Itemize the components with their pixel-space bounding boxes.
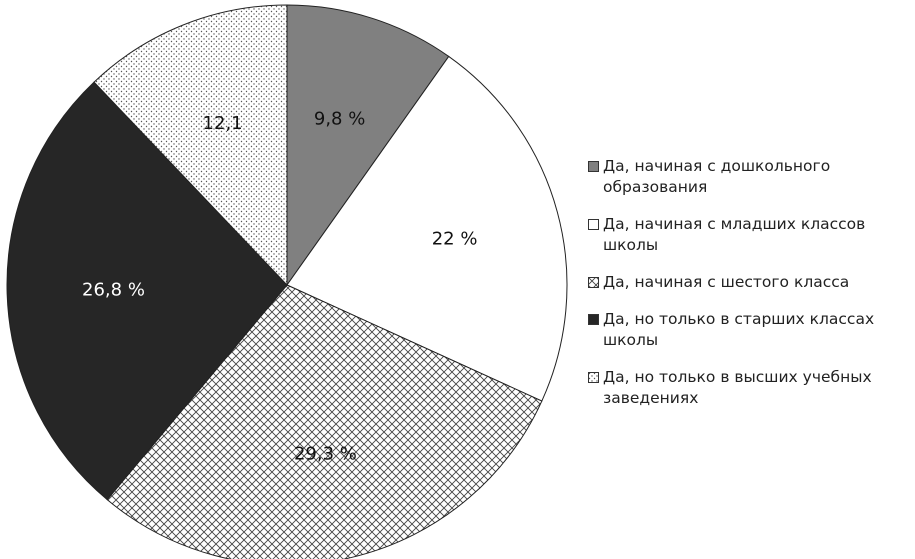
pie-slice <box>6 81 288 501</box>
data-label: 12,1 <box>203 113 243 134</box>
data-label: 22 % <box>432 229 478 250</box>
legend-item: Да, начиная с младших классов школы <box>588 214 915 256</box>
legend-swatch <box>588 161 599 172</box>
legend-label: Да, начиная с дошкольного образования <box>603 157 831 196</box>
legend-label: Да, начиная с шестого класса <box>603 273 850 291</box>
legend: Да, начиная с дошкольного образования Да,… <box>588 156 915 409</box>
pie-slice <box>93 4 288 287</box>
data-label: 26,8 % <box>82 279 145 300</box>
legend-item: Да, начиная с дошкольного образования <box>588 156 915 198</box>
legend-item: Да, начиная с шестого класса <box>588 272 915 293</box>
legend-marker <box>588 219 599 230</box>
legend-label: Да, но только в старших классах школы <box>603 310 875 349</box>
pie-slice <box>106 284 543 559</box>
legend-swatch <box>588 372 599 383</box>
legend-swatch <box>588 219 599 230</box>
legend-marker <box>588 372 599 383</box>
legend-label: Да, но только в высших учебных заведения… <box>603 368 872 407</box>
pie-slice <box>286 4 450 287</box>
legend-marker <box>588 277 599 288</box>
pie-slice <box>286 55 568 402</box>
legend-item: Да, но только в старших классах школы <box>588 309 915 351</box>
legend-label: Да, начиная с младших классов школы <box>603 215 866 254</box>
data-label: 9,8 % <box>314 109 365 130</box>
legend-swatch <box>588 314 599 325</box>
legend-marker <box>588 161 599 172</box>
legend-item: Да, но только в высших учебных заведения… <box>588 367 915 409</box>
legend-swatch <box>588 277 599 288</box>
data-label: 29,3 % <box>294 443 357 464</box>
legend-marker <box>588 314 599 325</box>
